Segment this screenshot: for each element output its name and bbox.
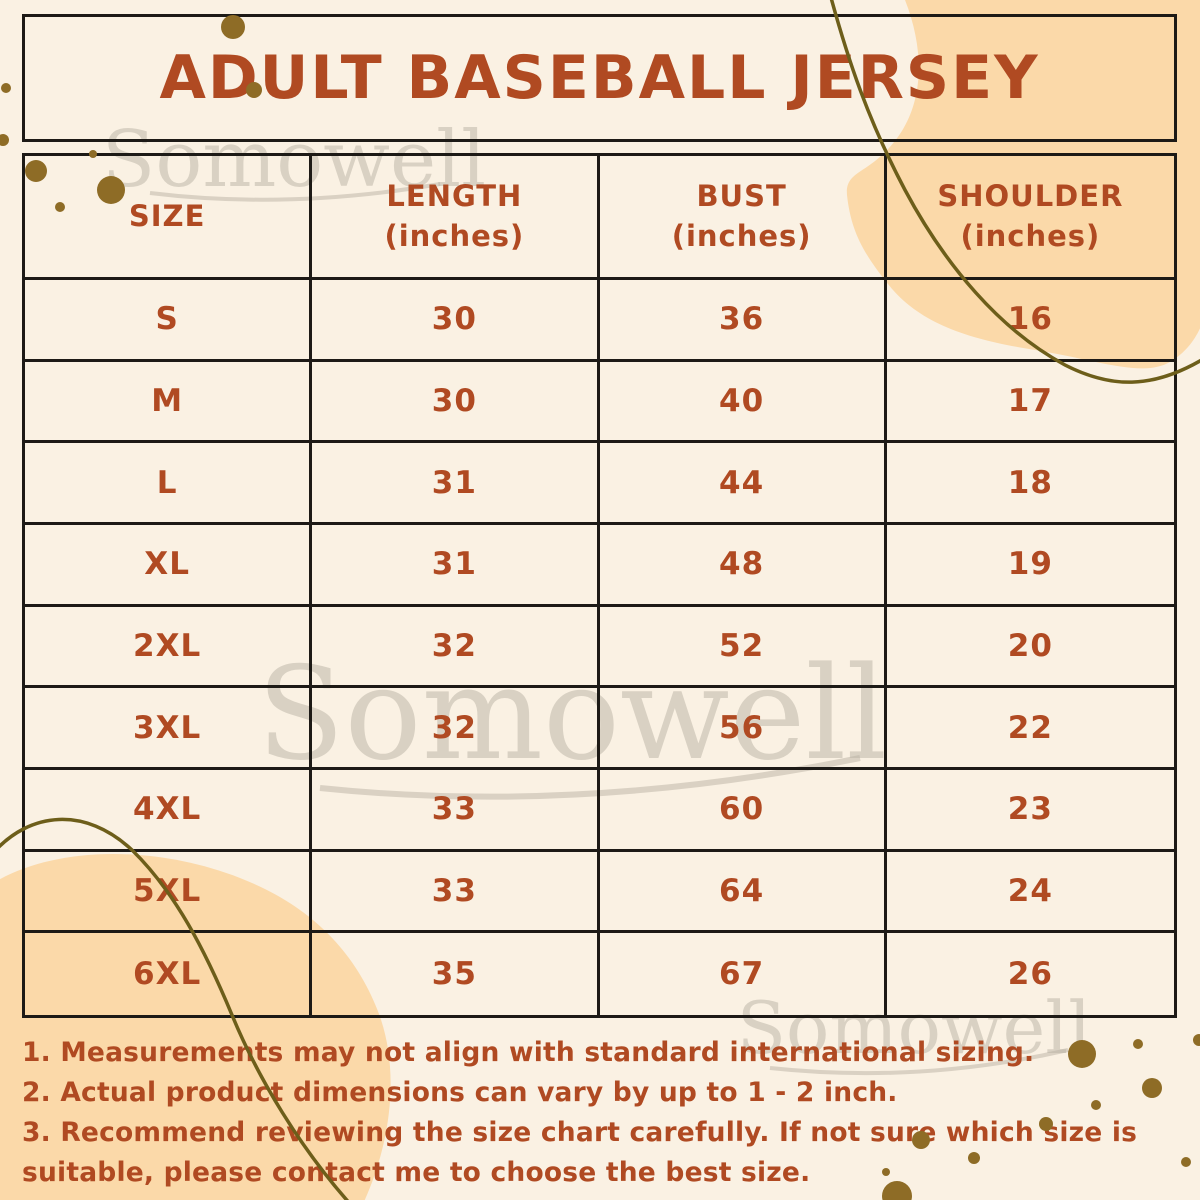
page-title: ADULT BASEBALL JERSEY — [159, 43, 1040, 113]
size-cell: 6XL — [25, 933, 313, 1015]
column-label: LENGTH — [386, 179, 523, 214]
note-line: 1. Measurements may not align with stand… — [22, 1037, 1035, 1068]
length-cell: 31 — [312, 524, 600, 607]
length-cell: 30 — [312, 280, 600, 362]
size-table: SIZE LENGTH (inches) BUST (inches) SHOUL… — [22, 153, 1177, 1018]
size-cell: 5XL — [25, 851, 313, 934]
column-label: SIZE — [128, 198, 206, 233]
bust-cell: 40 — [599, 361, 887, 444]
size-cell: 3XL — [25, 688, 313, 770]
size-cell: L — [25, 443, 313, 525]
notes: 1. Measurements may not align with stand… — [22, 1033, 1182, 1193]
shoulder-cell: 22 — [886, 688, 1174, 770]
shoulder-cell: 23 — [886, 770, 1174, 852]
column-unit: (inches) — [384, 218, 525, 253]
title-box: ADULT BASEBALL JERSEY — [22, 14, 1177, 142]
length-cell: 33 — [312, 769, 600, 852]
length-cell: 32 — [312, 688, 600, 770]
header-cell-shoulder: SHOULDER (inches) — [886, 156, 1174, 280]
shoulder-cell: 26 — [1007, 956, 1053, 993]
bust-cell: 60 — [599, 769, 887, 852]
header-cell-bust: BUST (inches) — [599, 156, 887, 280]
column-label: SHOULDER — [937, 179, 1124, 214]
shoulder-cell: 18 — [886, 443, 1174, 525]
length-cell: 30 — [312, 361, 600, 444]
length-cell: 33 — [312, 851, 600, 934]
bust-cell: 48 — [599, 524, 887, 607]
size-cell: 4XL — [25, 769, 313, 852]
length-cell: 32 — [312, 606, 600, 689]
length-cell: 31 — [312, 443, 600, 525]
size-cell: M — [25, 361, 313, 444]
size-cell: 2XL — [25, 606, 313, 689]
note-line: suitable, please contact me to choose th… — [22, 1157, 811, 1188]
column-unit: (inches) — [671, 218, 812, 253]
header-cell-size: SIZE — [25, 156, 313, 280]
shoulder-cell: 19 — [886, 525, 1174, 607]
bust-cell: 52 — [599, 606, 887, 689]
bust-cell: 36 — [599, 280, 887, 362]
size-cell: S — [25, 280, 313, 362]
bust-cell: 56 — [599, 688, 887, 770]
note-line: 3. Recommend reviewing the size chart ca… — [22, 1117, 1138, 1148]
shoulder-cell: 24 — [886, 852, 1174, 934]
shoulder-cell: 17 — [886, 362, 1174, 444]
size-cell: XL — [25, 524, 313, 607]
header-cell-length: LENGTH (inches) — [312, 156, 600, 280]
shoulder-cell: 16 — [886, 280, 1174, 362]
bust-cell: 44 — [599, 443, 887, 525]
column-label: BUST — [696, 179, 787, 214]
bust-cell: 64 — [599, 851, 887, 934]
note-line: 2. Actual product dimensions can vary by… — [22, 1077, 898, 1108]
bust-cell: 67 — [600, 933, 887, 1015]
shoulder-cell: 20 — [886, 607, 1174, 689]
column-unit: (inches) — [960, 218, 1101, 253]
length-cell: 35 — [312, 933, 600, 1015]
